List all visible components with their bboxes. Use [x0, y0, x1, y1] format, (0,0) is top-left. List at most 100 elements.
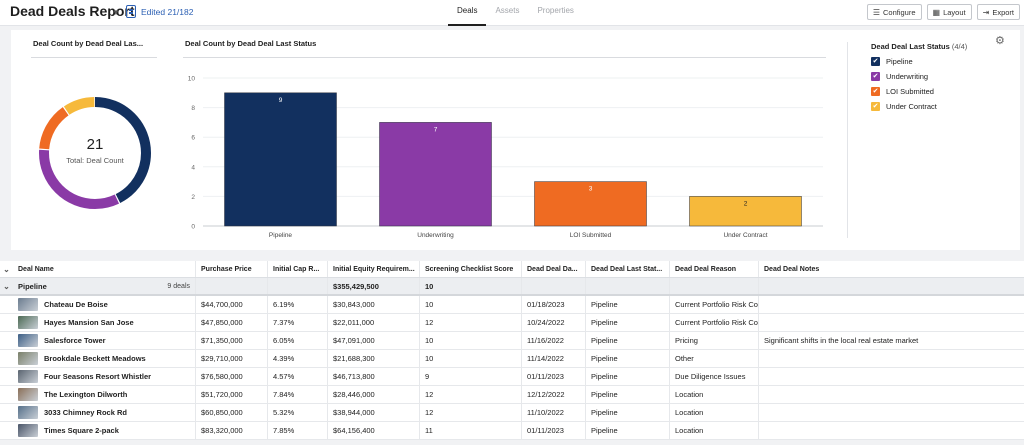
date-cell: 01/11/2023 [522, 368, 586, 385]
edited-status[interactable]: Edited 21/182 [141, 7, 194, 17]
bar-pipeline[interactable] [224, 92, 337, 227]
group-row-pipeline[interactable]: ⌄ Pipeline 9 deals $355,429,500 10 [0, 278, 1024, 296]
deal-name-cell[interactable]: The Lexington Dilworth [13, 386, 196, 403]
reason-cell: Current Portfolio Risk Co [670, 314, 759, 331]
table-row[interactable]: 3033 Chimney Rock Rd $60,850,000 5.32% $38,… [0, 404, 1024, 422]
column-header-purchase-price[interactable]: Purchase Price [196, 261, 268, 277]
tab-assets[interactable]: Assets [495, 6, 520, 15]
price-cell: $83,320,000 [196, 422, 268, 439]
table-row[interactable]: Times Square 2-pack $83,320,000 7.85% $64,1… [0, 422, 1024, 440]
collapse-all-icon[interactable]: ⌄ [3, 264, 10, 274]
legend-divider [847, 42, 848, 238]
deal-name-cell[interactable]: Four Seasons Resort Whistler [13, 368, 196, 385]
deal-name[interactable]: Chateau De Boise [44, 300, 108, 309]
deal-name[interactable]: Hayes Mansion San Jose [44, 318, 134, 327]
tab-properties[interactable]: Properties [537, 6, 574, 15]
column-header-deal-name[interactable]: Deal Name [13, 261, 196, 277]
reason-cell: Pricing [670, 332, 759, 349]
status-cell: Pipeline [586, 368, 670, 385]
checkbox-icon[interactable]: ✔ [871, 57, 880, 66]
bar-value-label: 3 [589, 186, 593, 193]
column-header-cap-rate[interactable]: Initial Cap R... [268, 261, 328, 277]
date-cell: 10/24/2022 [522, 314, 586, 331]
legend-item-pipeline[interactable]: ✔ Pipeline [871, 57, 913, 66]
tab-deals[interactable]: Deals [448, 0, 487, 26]
table-row[interactable]: Hayes Mansion San Jose $47,850,000 7.37% $2… [0, 314, 1024, 332]
checkbox-icon[interactable]: ✔ [871, 87, 880, 96]
layout-button[interactable]: ▦ Layout [926, 4, 972, 20]
status-cell: Pipeline [586, 296, 670, 313]
table-row[interactable]: The Lexington Dilworth $51,720,000 7.84% $2… [0, 386, 1024, 404]
property-thumbnail [18, 352, 38, 365]
price-cell: $60,850,000 [196, 404, 268, 421]
donut-slice-pipeline[interactable] [39, 97, 151, 209]
deal-name[interactable]: Salesforce Tower [44, 336, 106, 345]
legend-item-loi-submitted[interactable]: ✔ LOI Submitted [871, 87, 934, 96]
gear-icon[interactable]: ⚙ [995, 35, 1005, 47]
cap-cell: 7.84% [268, 386, 328, 403]
status-cell: Pipeline [586, 332, 670, 349]
x-tick-label: Pipeline [269, 232, 293, 239]
column-header-last-status[interactable]: Dead Deal Last Stat... [586, 261, 670, 277]
group-equity-total: $355,429,500 [328, 278, 420, 294]
donut-slice-underwriting[interactable] [39, 97, 151, 209]
score-cell: 10 [420, 296, 522, 313]
deal-name[interactable]: Times Square 2-pack [44, 426, 119, 435]
score-cell: 12 [420, 386, 522, 403]
deal-name-cell[interactable]: Brookdale Beckett Meadows [13, 350, 196, 367]
title-dropdown-icon[interactable]: ▼ [112, 8, 120, 17]
score-cell: 12 [420, 404, 522, 421]
deal-name-cell[interactable]: Salesforce Tower [13, 332, 196, 349]
price-cell: $51,720,000 [196, 386, 268, 403]
deal-name-cell[interactable]: Hayes Mansion San Jose [13, 314, 196, 331]
deals-table: ⌄ Deal Name Purchase Price Initial Cap R… [0, 261, 1024, 440]
chevron-down-icon[interactable]: ⌄ [3, 281, 10, 291]
legend-item-underwriting[interactable]: ✔ Underwriting [871, 72, 929, 81]
notes-cell [759, 314, 1024, 331]
deal-name-cell[interactable]: 3033 Chimney Rock Rd [13, 404, 196, 421]
reason-cell: Due Diligence Issues [670, 368, 759, 385]
table-row[interactable]: Chateau De Boise $44,700,000 6.19% $30,843,… [0, 296, 1024, 314]
deal-name-cell[interactable]: Times Square 2-pack [13, 422, 196, 439]
cap-cell: 6.19% [268, 296, 328, 313]
table-row[interactable]: Four Seasons Resort Whistler $76,580,000 4… [0, 368, 1024, 386]
y-tick-label: 0 [191, 224, 195, 231]
equity-cell: $47,091,000 [328, 332, 420, 349]
bar-underwriting[interactable] [379, 122, 492, 227]
deal-name[interactable]: 3033 Chimney Rock Rd [44, 408, 127, 417]
status-cell: Pipeline [586, 404, 670, 421]
date-cell: 01/18/2023 [522, 296, 586, 313]
deal-name[interactable]: Four Seasons Resort Whistler [44, 372, 152, 381]
notes-cell [759, 350, 1024, 367]
table-row[interactable]: Salesforce Tower $71,350,000 6.05% $47,091,… [0, 332, 1024, 350]
equity-cell: $28,446,000 [328, 386, 420, 403]
deal-name[interactable]: The Lexington Dilworth [44, 390, 128, 399]
checkbox-icon[interactable]: ✔ [871, 72, 880, 81]
cap-cell: 4.57% [268, 368, 328, 385]
equity-cell: $38,944,000 [328, 404, 420, 421]
bar-value-label: 7 [434, 126, 438, 133]
legend-item-under-contract[interactable]: ✔ Under Contract [871, 102, 937, 111]
deal-name-cell[interactable]: Chateau De Boise [13, 296, 196, 313]
bar-value-label: 9 [279, 97, 283, 104]
column-header-equity[interactable]: Initial Equity Requirem... [328, 261, 420, 277]
deal-name[interactable]: Brookdale Beckett Meadows [44, 354, 146, 363]
table-header: ⌄ Deal Name Purchase Price Initial Cap R… [0, 261, 1024, 278]
table-row[interactable]: Brookdale Beckett Meadows $29,710,000 4.39… [0, 350, 1024, 368]
bar-under-contract[interactable] [689, 196, 802, 227]
y-tick-label: 2 [191, 194, 195, 201]
configure-button[interactable]: ☰ Configure [866, 4, 922, 20]
price-cell: $71,350,000 [196, 332, 268, 349]
bar-title-divider [183, 57, 826, 58]
column-header-score[interactable]: Screening Checklist Score [420, 261, 522, 277]
bar-loi-submitted[interactable] [534, 181, 647, 227]
checkbox-icon[interactable]: ✔ [871, 102, 880, 111]
column-header-reason[interactable]: Dead Deal Reason [670, 261, 759, 277]
column-header-dead-date[interactable]: Dead Deal Da... [522, 261, 586, 277]
property-thumbnail [18, 298, 38, 311]
score-cell: 9 [420, 368, 522, 385]
column-header-notes[interactable]: Dead Deal Notes [764, 265, 820, 273]
document-edit-icon[interactable] [126, 5, 136, 18]
score-cell: 12 [420, 314, 522, 331]
export-button[interactable]: ⇥ Export [976, 4, 1020, 20]
